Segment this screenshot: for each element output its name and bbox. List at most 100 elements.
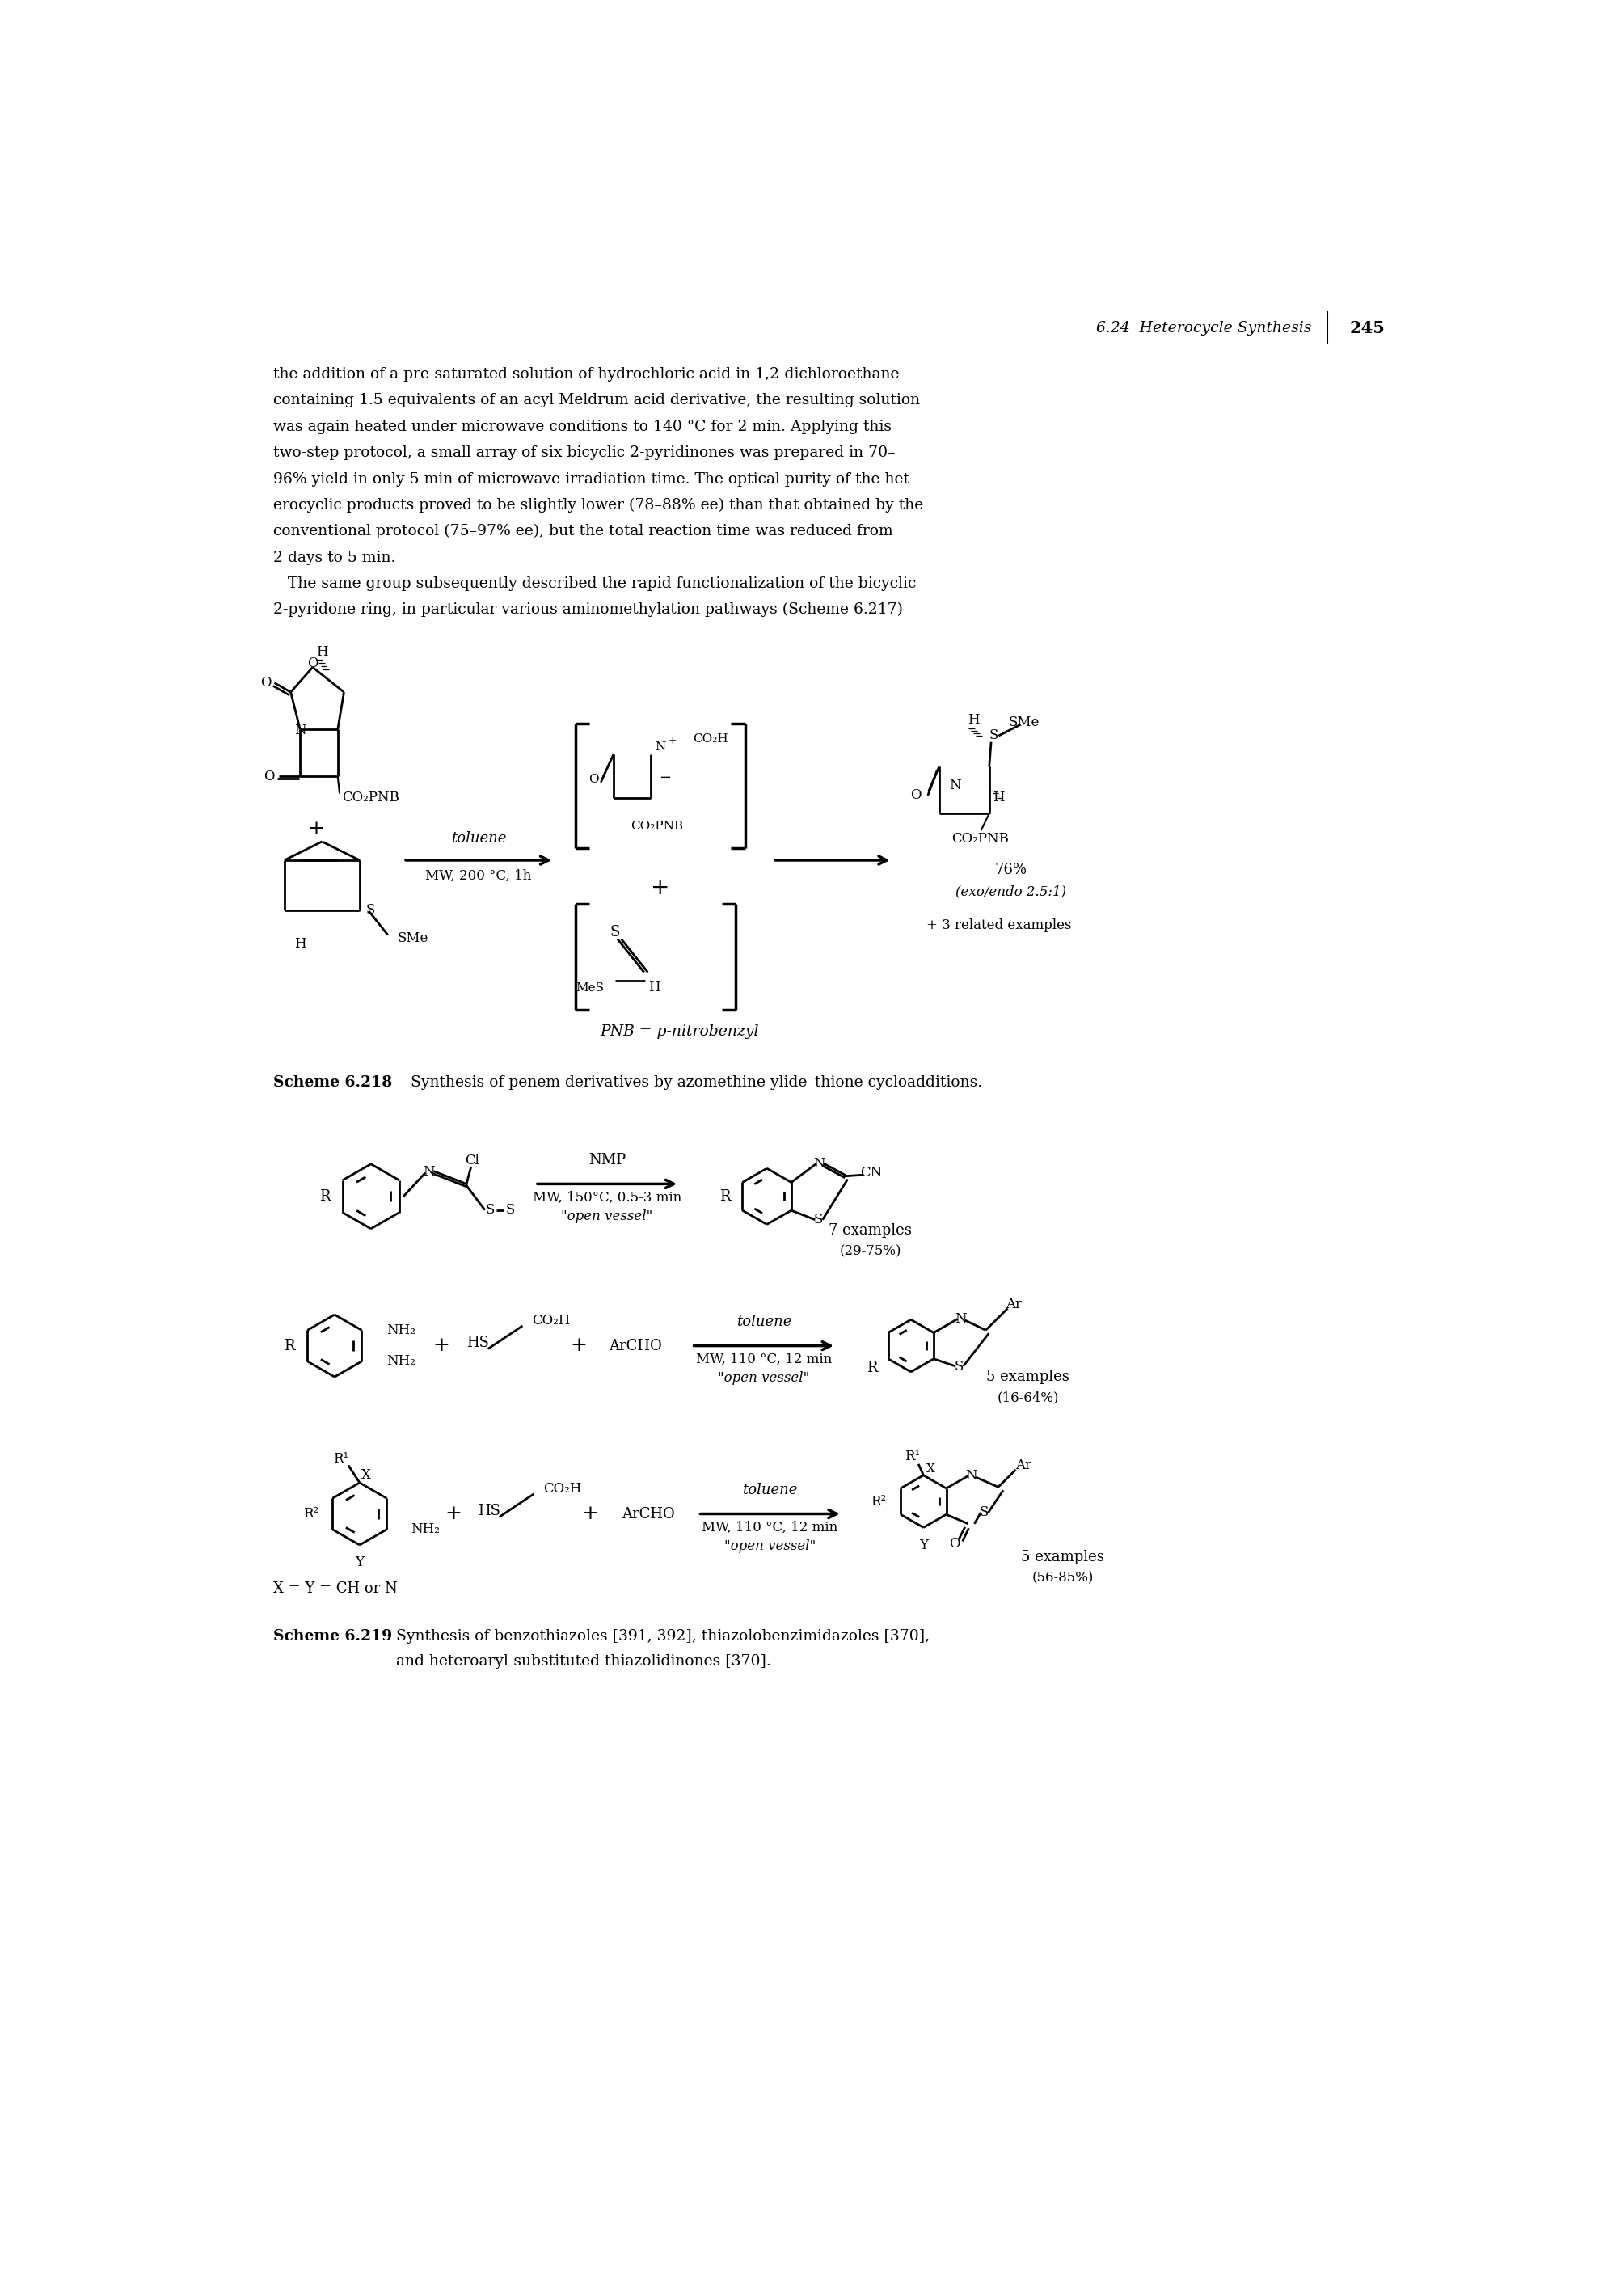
Text: +: + [432, 1336, 450, 1355]
Text: Scheme 6.219: Scheme 6.219 [273, 1630, 391, 1643]
Text: 5 examples: 5 examples [986, 1371, 1070, 1384]
Text: S: S [979, 1506, 989, 1520]
Text: ArCHO: ArCHO [609, 1339, 663, 1352]
Text: CO₂H: CO₂H [533, 1313, 570, 1327]
Text: R¹: R¹ [905, 1451, 919, 1465]
Text: "open vessel": "open vessel" [718, 1371, 809, 1384]
Text: + 3 related examples: + 3 related examples [926, 919, 1072, 933]
Text: R¹: R¹ [333, 1453, 349, 1467]
Text: CN: CN [859, 1167, 882, 1180]
Text: R: R [318, 1190, 330, 1203]
Text: H: H [968, 713, 979, 727]
Text: MeS: MeS [575, 983, 604, 992]
Text: X: X [927, 1462, 935, 1474]
Text: N: N [948, 779, 961, 793]
Text: MW, 110 °C, 12 min: MW, 110 °C, 12 min [702, 1520, 838, 1533]
Text: (56-85%): (56-85%) [1031, 1570, 1093, 1584]
Text: +: + [651, 878, 669, 898]
Text: N: N [422, 1164, 435, 1178]
Text: MW, 110 °C, 12 min: MW, 110 °C, 12 min [695, 1352, 831, 1366]
Text: and heteroaryl-substituted thiazolidinones [370].: and heteroaryl-substituted thiazolidinon… [396, 1655, 771, 1669]
Text: 245: 245 [1350, 321, 1385, 337]
Text: 96% yield in only 5 min of microwave irradiation time. The optical purity of the: 96% yield in only 5 min of microwave irr… [273, 472, 914, 486]
Text: +: + [669, 736, 677, 745]
Text: Y: Y [356, 1556, 364, 1570]
Text: +: + [445, 1504, 463, 1524]
Text: S: S [611, 924, 620, 940]
Text: containing 1.5 equivalents of an acyl Meldrum acid derivative, the resulting sol: containing 1.5 equivalents of an acyl Me… [273, 394, 919, 408]
Text: NH₂: NH₂ [411, 1522, 440, 1536]
Text: 2-pyridone ring, in particular various aminomethylation pathways (Scheme 6.217): 2-pyridone ring, in particular various a… [273, 603, 903, 617]
Text: conventional protocol (75–97% ee), but the total reaction time was reduced from: conventional protocol (75–97% ee), but t… [273, 525, 893, 539]
Text: CO₂H: CO₂H [693, 733, 728, 745]
Text: 7 examples: 7 examples [828, 1224, 911, 1238]
Text: N: N [955, 1311, 966, 1325]
Text: toluene: toluene [742, 1483, 797, 1497]
Text: Synthesis of penem derivatives by azomethine ylide–thione cycloadditions.: Synthesis of penem derivatives by azomet… [396, 1075, 983, 1089]
Text: NH₂: NH₂ [387, 1355, 416, 1368]
Text: "open vessel": "open vessel" [562, 1210, 653, 1224]
Text: S: S [365, 903, 375, 917]
Text: 76%: 76% [996, 862, 1028, 878]
Text: Y: Y [919, 1538, 927, 1552]
Text: CO₂PNB: CO₂PNB [343, 791, 400, 804]
Text: H: H [992, 791, 1005, 804]
Text: NH₂: NH₂ [387, 1322, 416, 1336]
Text: was again heated under microwave conditions to 140 °C for 2 min. Applying this: was again heated under microwave conditi… [273, 419, 892, 433]
Text: N: N [294, 724, 305, 738]
Text: Ar: Ar [1005, 1297, 1021, 1311]
Text: N: N [654, 740, 666, 752]
Text: R²: R² [304, 1506, 318, 1520]
Text: (16-64%): (16-64%) [997, 1391, 1059, 1405]
Text: S: S [989, 729, 999, 743]
Text: H: H [294, 937, 305, 951]
Text: +: + [581, 1504, 599, 1524]
Text: N: N [965, 1469, 978, 1483]
Text: (29-75%): (29-75%) [840, 1245, 901, 1258]
Text: 5 examples: 5 examples [1021, 1549, 1104, 1565]
Text: Cl: Cl [464, 1153, 479, 1167]
Text: erocyclic products proved to be slightly lower (78–88% ee) than that obtained by: erocyclic products proved to be slightly… [273, 497, 924, 513]
Text: Synthesis of benzothiazoles [391, 392], thiazolobenzimidazoles [370],: Synthesis of benzothiazoles [391, 392], … [396, 1630, 929, 1643]
Text: H: H [648, 981, 659, 995]
Text: CO₂H: CO₂H [542, 1483, 581, 1497]
Text: toluene: toluene [451, 832, 507, 846]
Text: toluene: toluene [736, 1316, 791, 1329]
Text: PNB = p-nitrobenzyl: PNB = p-nitrobenzyl [599, 1025, 758, 1038]
Text: R²: R² [870, 1494, 887, 1508]
Text: "open vessel": "open vessel" [724, 1540, 815, 1554]
Text: CO₂PNB: CO₂PNB [632, 821, 684, 832]
Text: N: N [814, 1157, 825, 1171]
Text: CO₂PNB: CO₂PNB [952, 832, 1009, 846]
Text: 2 days to 5 min.: 2 days to 5 min. [273, 550, 396, 564]
Text: S: S [814, 1212, 823, 1226]
Text: 6.24  Heterocycle Synthesis: 6.24 Heterocycle Synthesis [1096, 321, 1312, 335]
Text: SMe: SMe [1009, 715, 1039, 729]
Text: −: − [659, 770, 671, 786]
Text: O: O [307, 656, 318, 669]
Text: HS: HS [477, 1504, 500, 1517]
Text: R: R [284, 1339, 296, 1352]
Text: O: O [263, 770, 274, 784]
Text: The same group subsequently described the rapid functionalization of the bicycli: The same group subsequently described th… [273, 575, 916, 591]
Text: NMP: NMP [588, 1153, 625, 1167]
Text: S: S [955, 1359, 963, 1373]
Text: HS: HS [466, 1336, 489, 1350]
Text: (exo/endo 2.5:1): (exo/endo 2.5:1) [957, 885, 1067, 898]
Text: SMe: SMe [398, 931, 429, 944]
Text: O: O [588, 775, 598, 784]
Text: ArCHO: ArCHO [622, 1506, 674, 1522]
Text: S: S [486, 1203, 495, 1217]
Text: X: X [361, 1469, 370, 1483]
Text: +: + [570, 1336, 588, 1355]
Text: Ar: Ar [1015, 1458, 1031, 1471]
Text: R: R [867, 1359, 877, 1375]
Text: two-step protocol, a small array of six bicyclic 2-pyridinones was prepared in 7: two-step protocol, a small array of six … [273, 445, 895, 461]
Text: X = Y = CH or N: X = Y = CH or N [273, 1581, 398, 1595]
Text: H: H [317, 644, 328, 658]
Text: O: O [260, 676, 271, 690]
Text: R: R [719, 1190, 731, 1203]
Text: O: O [911, 788, 921, 802]
Text: S: S [505, 1203, 515, 1217]
Text: Scheme 6.218: Scheme 6.218 [273, 1075, 393, 1089]
